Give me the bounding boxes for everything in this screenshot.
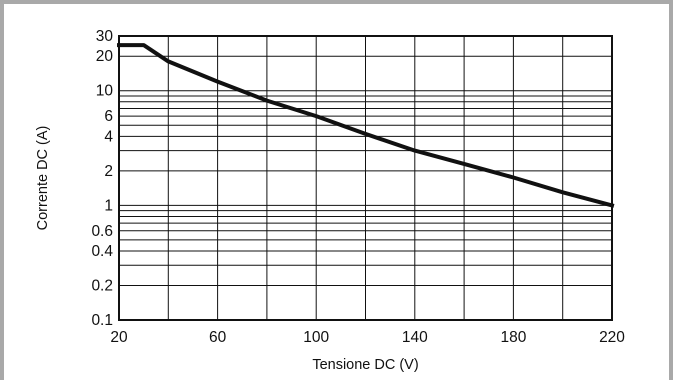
x-tick-label: 20	[110, 329, 128, 346]
series-line	[117, 43, 615, 208]
x-axis-label: Tensione DC (V)	[312, 357, 418, 373]
y-tick-label: 20	[96, 48, 114, 65]
x-tick-labels: 20 60 100 140 180 220	[110, 329, 625, 346]
y-tick-label: 1	[104, 197, 113, 214]
y-tick-label: 0.6	[91, 223, 113, 240]
plot-area-border	[118, 35, 613, 321]
grid	[118, 35, 613, 321]
y-tick-label: 0.1	[91, 312, 113, 329]
x-tick-label: 220	[599, 329, 625, 346]
y-axis-label: Corrente DC (A)	[35, 126, 51, 231]
x-tick-label: 180	[500, 329, 526, 346]
y-tick-label: 10	[96, 83, 114, 100]
y-tick-label: 0.4	[91, 243, 113, 260]
x-tick-label: 140	[402, 329, 428, 346]
y-tick-label: 6	[104, 108, 113, 125]
y-tick-labels: 0.1 0.2 0.4 0.6 1 2 4 6 10 20 30	[91, 28, 113, 329]
y-tick-label: 2	[104, 163, 113, 180]
y-tick-label: 4	[104, 128, 113, 145]
y-tick-label: 0.2	[91, 277, 113, 294]
x-tick-label: 100	[303, 329, 329, 346]
x-tick-label: 60	[209, 329, 227, 346]
y-tick-label: 30	[96, 28, 114, 45]
